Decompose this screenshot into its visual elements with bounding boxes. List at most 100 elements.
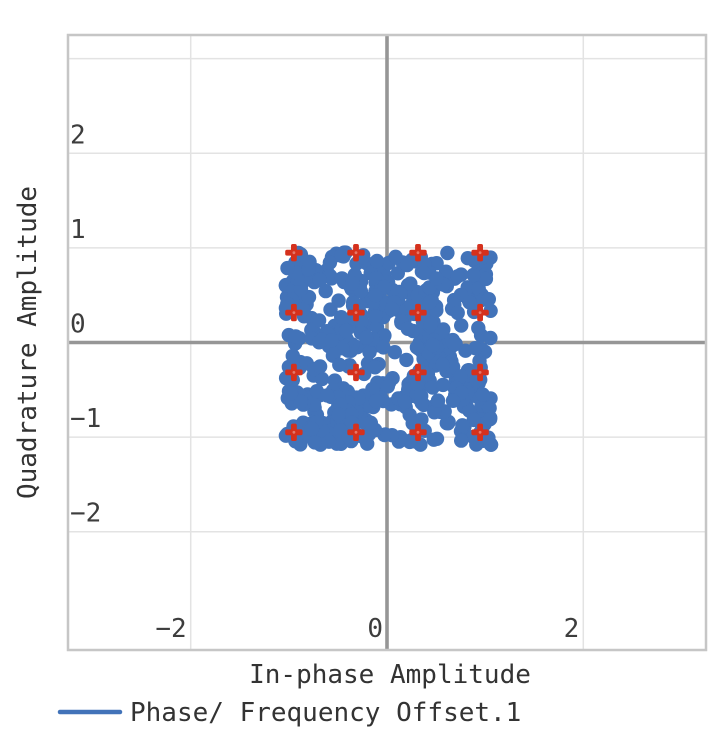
symbol-dot (283, 385, 298, 401)
symbol-dot (307, 435, 322, 450)
y-tick-label: 0 (70, 310, 86, 340)
symbol-dot (390, 266, 405, 281)
symbol-dot (435, 357, 450, 372)
symbol-dot (367, 360, 383, 375)
symbol-dot (288, 329, 303, 344)
symbol-dot (380, 379, 395, 394)
reference-marker (347, 303, 365, 322)
symbol-dot (446, 336, 462, 352)
symbol-dot (304, 421, 320, 436)
reference-marker (409, 423, 427, 441)
reference-marker (285, 244, 303, 262)
symbol-dot (399, 257, 415, 273)
symbol-dot (334, 310, 349, 325)
symbol-dot (331, 293, 346, 308)
symbol-dot (399, 352, 414, 368)
symbol-dot (416, 265, 432, 281)
symbol-dot (400, 321, 415, 336)
symbol-dot (445, 393, 461, 408)
symbol-dot (410, 376, 425, 392)
symbol-dot (437, 404, 452, 419)
symbol-dot (481, 292, 496, 307)
symbol-dot (426, 432, 441, 447)
symbol-dot (345, 275, 360, 291)
x-tick-label: 2 (564, 614, 580, 644)
symbol-dot (376, 340, 391, 355)
plot-border (66, 33, 708, 652)
reference-marker (347, 423, 365, 441)
reference-marker (471, 303, 489, 322)
symbol-dot (319, 388, 335, 403)
x-axis-label: In-phase Amplitude (249, 660, 531, 690)
legend-label: Phase/ Frequency Offset.1 (130, 698, 521, 728)
symbol-dot (312, 273, 328, 288)
symbol-dot (324, 333, 339, 348)
symbol-dot (311, 313, 327, 328)
symbol-dot (409, 340, 425, 355)
symbol-dot (440, 245, 455, 261)
reference-marker (409, 303, 427, 322)
symbol-dot (369, 253, 385, 269)
legend: Phase/ Frequency Offset.1 (57, 698, 521, 728)
symbol-dot (322, 255, 338, 270)
symbol-dot (482, 412, 498, 427)
symbol-dot (425, 337, 440, 353)
symbol-dot (429, 271, 444, 286)
symbol-dot (475, 387, 490, 402)
symbol-dot (454, 318, 469, 333)
symbol-dot (414, 388, 429, 404)
symbol-dot (422, 295, 437, 310)
symbol-dot (388, 249, 403, 264)
reference-marker (347, 244, 365, 262)
reference-marker (409, 363, 427, 382)
symbol-dot (435, 377, 451, 393)
symbol-dot (450, 305, 465, 321)
y-tick-label: 1 (70, 215, 86, 245)
symbol-dot (430, 393, 446, 408)
symbol-dot (450, 269, 465, 284)
symbol-dot (460, 251, 475, 266)
reference-marker (285, 423, 303, 441)
reference-marker (471, 363, 489, 382)
reference-marker (347, 363, 365, 382)
symbol-dot (397, 394, 413, 410)
symbol-dot (331, 407, 346, 422)
symbol-dot (423, 316, 438, 332)
reference-marker (409, 244, 427, 262)
symbol-dot (318, 283, 333, 299)
reference-marker (285, 363, 303, 382)
symbol-dot (478, 271, 494, 287)
x-tick-label: −2 (155, 614, 186, 644)
x-tick-label: 0 (367, 614, 383, 644)
symbol-dot (439, 415, 454, 431)
reference-marker (471, 423, 489, 441)
symbol-dot (306, 397, 322, 412)
symbol-dot (293, 394, 308, 410)
symbol-dot (312, 359, 328, 374)
tick-labels: 2 1 0 −1 −2 −2 0 2 (70, 120, 579, 644)
symbol-dot (387, 345, 402, 360)
symbol-dot (332, 357, 347, 372)
symbol-dot (334, 248, 349, 263)
symbol-dot (368, 288, 383, 303)
symbol-dot (359, 330, 374, 345)
symbol-dot (285, 348, 300, 364)
symbol-dot (453, 369, 468, 384)
symbol-dot (483, 330, 498, 346)
reference-constellation-markers (285, 244, 489, 441)
symbol-dot (338, 323, 354, 339)
symbol-dot (368, 309, 383, 324)
symbol-dot (466, 412, 481, 428)
symbol-dot (280, 260, 295, 276)
symbol-dot (454, 433, 469, 448)
y-tick-label: 2 (70, 120, 86, 150)
symbol-dot (427, 405, 442, 420)
y-tick-label: −2 (70, 499, 101, 529)
symbol-dot (471, 320, 486, 336)
reference-marker (285, 303, 303, 322)
symbol-dot (468, 341, 483, 356)
symbol-dot (362, 345, 377, 360)
y-tick-label: −1 (70, 404, 101, 434)
symbol-dot (314, 371, 330, 387)
